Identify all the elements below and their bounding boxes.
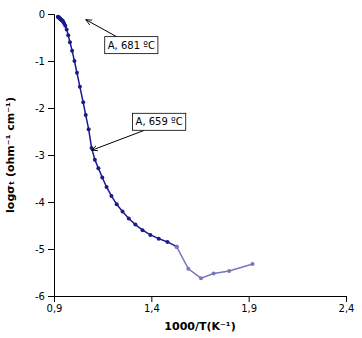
annotation-text: A, 681 ºC — [108, 40, 155, 51]
point — [165, 240, 169, 244]
series-line — [58, 17, 177, 247]
tick-mark — [48, 155, 54, 156]
point — [212, 271, 216, 275]
tick-label: 2,4 — [339, 303, 355, 314]
plot: 0,9 1,4 1,9 2,4 0 -1 -2 -3 -4 -5 -6 A, 681 ºC A, 659… — [35, 9, 354, 314]
point — [87, 127, 91, 131]
point — [63, 24, 67, 28]
tick-mark — [48, 202, 54, 203]
tick: 0,9 — [47, 296, 63, 314]
tick-mark — [48, 249, 54, 250]
tick: 0 — [39, 9, 54, 20]
tick-mark — [48, 296, 54, 297]
point — [66, 33, 70, 37]
point — [65, 28, 69, 32]
tick-label: -5 — [35, 244, 45, 255]
tick: 1,9 — [241, 296, 257, 314]
tick-label: 1,9 — [241, 303, 257, 314]
point — [100, 176, 104, 180]
point — [148, 233, 152, 237]
tick-label: -4 — [35, 197, 45, 208]
point — [105, 185, 109, 189]
point — [70, 49, 74, 53]
y-axis: 0 -1 -2 -3 -4 -5 -6 — [35, 9, 54, 302]
point — [75, 71, 79, 75]
axis-line — [48, 15, 55, 297]
point — [133, 223, 137, 227]
series-line — [177, 247, 253, 278]
tick-label: -1 — [35, 56, 45, 67]
axis-line — [55, 297, 347, 303]
point — [115, 202, 119, 206]
series-points — [175, 245, 255, 280]
point — [93, 158, 97, 162]
annotation-text: A, 659 ºC — [136, 116, 183, 127]
point — [186, 267, 190, 271]
marks — [56, 15, 255, 280]
tick: 2,4 — [339, 296, 355, 314]
point — [175, 245, 179, 249]
point — [68, 40, 72, 44]
tick-label: -2 — [35, 103, 45, 114]
point — [227, 269, 231, 273]
tick-mark — [48, 61, 54, 62]
point — [78, 85, 82, 89]
tick: -4 — [35, 197, 54, 208]
tick-mark — [151, 296, 152, 302]
x-axis-title: 1000/T(K⁻¹) — [164, 320, 235, 333]
tick-label: 0,9 — [47, 303, 63, 314]
point — [109, 194, 113, 198]
y-axis-title: logσₜ (ohm⁻¹ cm⁻¹) — [4, 97, 17, 213]
tick: 1,4 — [144, 296, 160, 314]
tick-mark — [48, 14, 54, 15]
tick-mark — [48, 108, 54, 109]
tick-mark — [346, 296, 347, 302]
point — [121, 209, 125, 213]
tick: -2 — [35, 103, 54, 114]
annotations: A, 681 ºC A, 659 ºC — [86, 20, 186, 151]
tick-mark — [249, 296, 250, 302]
annotation: A, 659 ºC — [92, 113, 186, 150]
tick: -5 — [35, 244, 54, 255]
point — [127, 216, 131, 220]
tick: -3 — [35, 150, 54, 161]
point — [84, 113, 88, 117]
annotation-arrow — [92, 130, 145, 150]
x-axis: 0,9 1,4 1,9 2,4 — [47, 296, 355, 314]
chart: 0,9 1,4 1,9 2,4 0 -1 -2 -3 -4 -5 -6 A, 681 ºC A, 659… — [0, 0, 362, 338]
point — [96, 166, 100, 170]
annotation-box — [105, 37, 158, 54]
point — [72, 59, 76, 63]
point — [175, 245, 179, 249]
series-points — [56, 15, 179, 249]
tick: -1 — [35, 56, 54, 67]
tick: -6 — [35, 291, 54, 302]
point — [199, 276, 203, 280]
tick-label: -6 — [35, 291, 45, 302]
annotation-box — [133, 113, 186, 130]
annotation: A, 681 ºC — [86, 20, 158, 54]
tick-label: -3 — [35, 150, 45, 161]
point — [81, 100, 85, 104]
point — [251, 262, 255, 266]
annotation-arrow — [86, 20, 117, 37]
tick-label: 1,4 — [144, 303, 160, 314]
tick-label: 0 — [39, 9, 45, 20]
point — [141, 228, 145, 232]
point — [157, 237, 161, 241]
